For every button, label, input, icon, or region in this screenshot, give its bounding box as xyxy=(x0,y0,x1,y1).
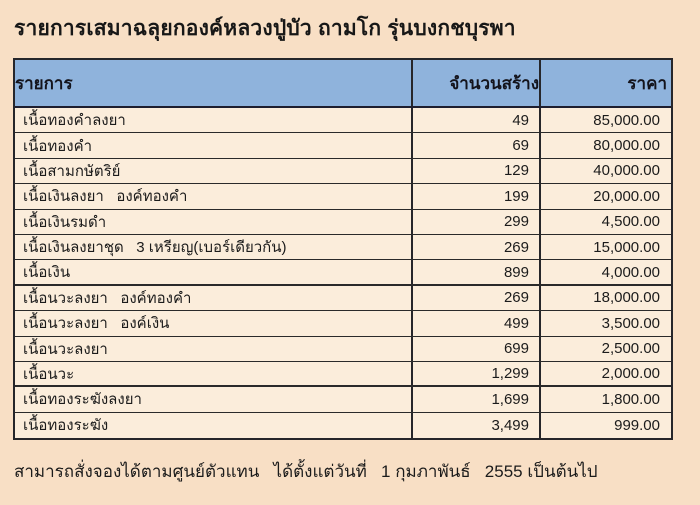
table-row: เนื้อนวะลงยา องค์ทองคำ 269 18,000.00 xyxy=(15,285,671,312)
cell-qty: 1,299 xyxy=(413,361,541,386)
cell-price: 40,000.00 xyxy=(593,162,660,180)
cell-price: 85,000.00 xyxy=(593,111,660,129)
cell-qty: 299 xyxy=(413,209,541,234)
table-row: เนื้อทองคำลงยา 49 85,000.00 xyxy=(15,108,671,134)
cell-qty: 899 xyxy=(413,260,541,284)
price-table: รายการ จำนวนสร้าง ราคา เนื้อทองคำลงยา 49… xyxy=(13,58,673,441)
cell-item: เนื้อทองคำ xyxy=(15,133,413,158)
cell-price: 4,000.00 xyxy=(601,263,660,281)
table-row: เนื้อนวะลงยา องค์เงิน 499 3,500.00 xyxy=(15,311,671,337)
cell-item: เนื้อนวะลงยา องค์ทองคำ xyxy=(15,285,413,311)
table-header-row: รายการ จำนวนสร้าง ราคา xyxy=(15,60,671,108)
table-row: เนื้อทองระฆัง 3,499 999.00 xyxy=(15,412,671,439)
cell-item: เนื้อเงินลงยาชุด 3 เหรียญ(เบอร์เดียวกัน) xyxy=(15,234,413,260)
footer-note: สามารถสั่งจองได้ตามศูนย์ตัวแทน ได้ตั้งแต… xyxy=(14,462,598,481)
table-row: เนื้อเงิน 899 4,000.00 xyxy=(15,260,671,286)
cell-qty: 3,499 xyxy=(413,412,541,439)
table-row: เนื้อทองคำ 69 80,000.00 xyxy=(15,133,671,159)
table-row: เนื้อสามกษัตริย์ 129 40,000.00 xyxy=(15,158,671,185)
cell-qty: 49 xyxy=(413,108,541,133)
cell-price: 3,500.00 xyxy=(601,314,660,332)
cell-qty: 269 xyxy=(413,285,541,311)
cell-price: 20,000.00 xyxy=(593,187,660,205)
cell-price: 18,000.00 xyxy=(593,289,660,307)
cell-qty: 499 xyxy=(413,311,541,336)
cell-price: 4,500.00 xyxy=(601,213,660,231)
cell-item: เนื้อนวะลงยา องค์เงิน xyxy=(15,311,413,336)
table-row: เนื้อเงินลงยาชุด 3 เหรียญ(เบอร์เดียวกัน)… xyxy=(15,234,671,261)
table-row: เนื้อนวะ 1,299 2,000.00 xyxy=(15,361,671,388)
cell-item: เนื้อสามกษัตริย์ xyxy=(15,158,413,184)
cell-qty: 69 xyxy=(413,133,541,158)
cell-item: เนื้อเงินรมดำ xyxy=(15,209,413,234)
cell-qty: 269 xyxy=(413,234,541,260)
cell-qty: 699 xyxy=(413,336,541,361)
header-cell-item: รายการ xyxy=(15,60,413,106)
cell-item: เนื้อเงินลงยา องค์ทองคำ xyxy=(15,184,413,209)
cell-price: 80,000.00 xyxy=(593,137,660,155)
cell-price: 1,800.00 xyxy=(601,390,660,408)
cell-price: 999.00 xyxy=(614,416,660,434)
header-cell-price: ราคา xyxy=(627,73,667,93)
header-cell-qty: จำนวนสร้าง xyxy=(413,60,541,106)
cell-price: 15,000.00 xyxy=(593,238,660,256)
cell-item: เนื้อทองระฆังลงยา xyxy=(15,387,413,412)
cell-qty: 199 xyxy=(413,184,541,209)
cell-qty: 1,699 xyxy=(413,387,541,412)
table-row: เนื้อนวะลงยา 699 2,500.00 xyxy=(15,336,671,362)
table-row: เนื้อทองระฆังลงยา 1,699 1,800.00 xyxy=(15,387,671,413)
cell-item: เนื้อเงิน xyxy=(15,260,413,284)
cell-price: 2,500.00 xyxy=(601,340,660,358)
cell-item: เนื้อทองคำลงยา xyxy=(15,108,413,133)
cell-item: เนื้อนวะ xyxy=(15,361,413,386)
cell-qty: 129 xyxy=(413,158,541,184)
table-row: เนื้อเงินลงยา องค์ทองคำ 199 20,000.00 xyxy=(15,184,671,210)
table-row: เนื้อเงินรมดำ 299 4,500.00 xyxy=(15,209,671,235)
cell-price: 2,000.00 xyxy=(601,365,660,383)
page-title: รายการเสมาฉลุยกองค์หลวงปู่บัว ถามโก รุ่น… xyxy=(14,17,516,40)
cell-item: เนื้อนวะลงยา xyxy=(15,336,413,361)
cell-item: เนื้อทองระฆัง xyxy=(15,412,413,439)
